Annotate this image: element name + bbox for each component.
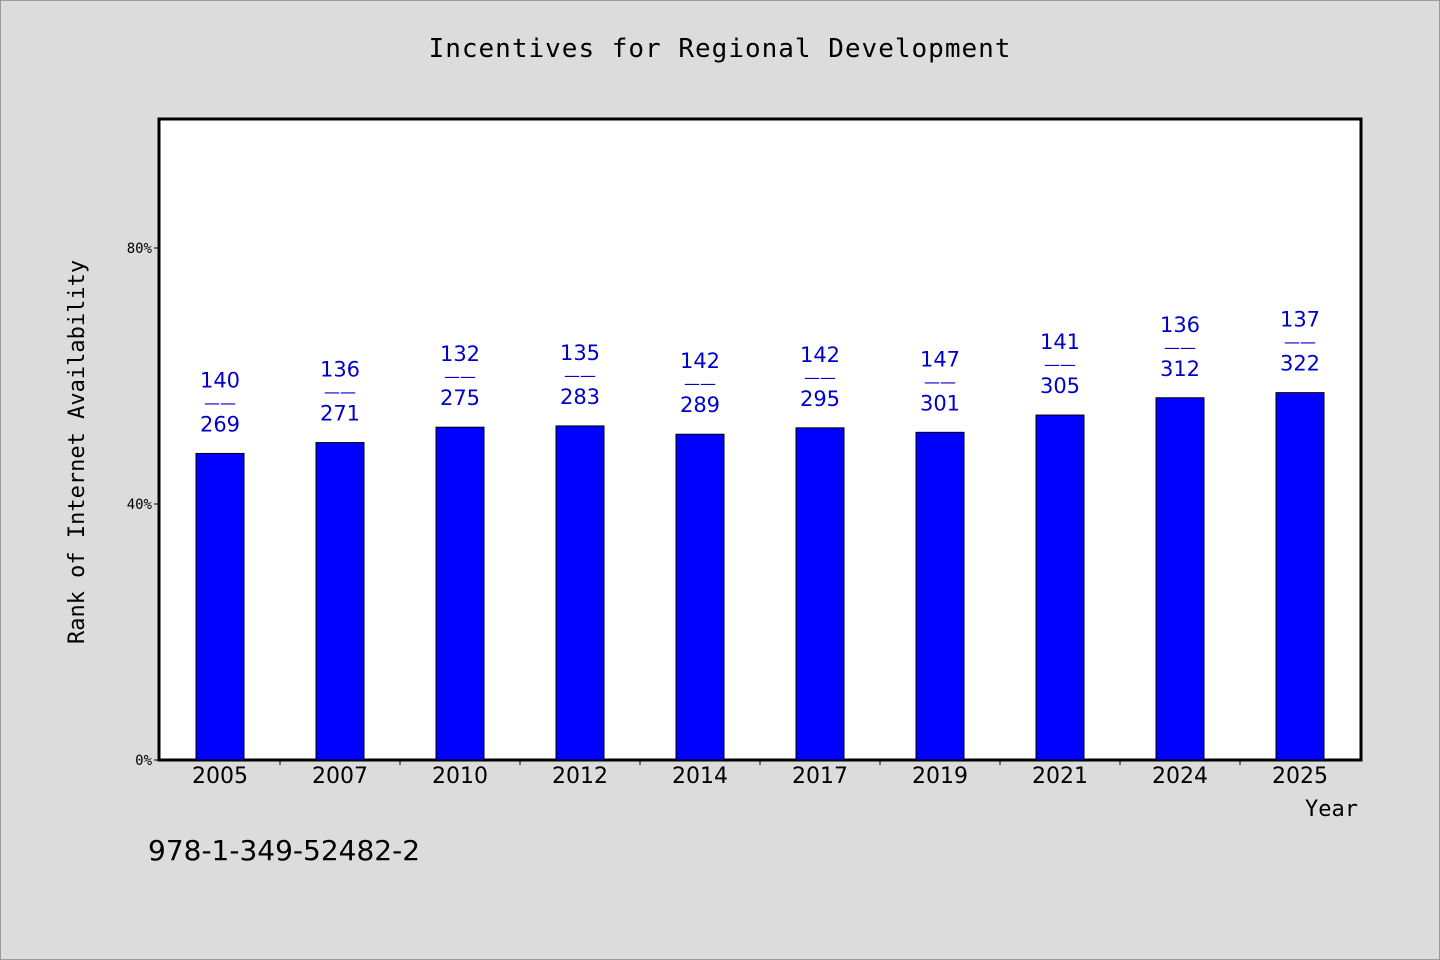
bar-label-top-2024: 136 (1160, 313, 1200, 337)
bar-label-top-2019: 147 (920, 347, 960, 371)
chart-title: Incentives for Regional Development (428, 34, 1012, 64)
bar-labels-group: 140——269136——271132——275135——283142——289… (200, 308, 1320, 437)
bar-label-top-2021: 141 (1040, 330, 1080, 354)
x-tick-label-2014: 2014 (672, 764, 728, 789)
bar-label-top-2017: 142 (800, 343, 840, 367)
bar-label-bottom-2025: 322 (1280, 352, 1320, 376)
x-tick-label-2012: 2012 (552, 764, 608, 789)
x-tick-label-2019: 2019 (912, 764, 968, 789)
bar-2012 (555, 425, 605, 761)
bar-label-sep-2021: —— (1044, 355, 1076, 374)
bar-2017 (795, 427, 845, 761)
bar-label-bottom-2012: 283 (560, 385, 600, 409)
bar-label-top-2005: 140 (200, 368, 240, 392)
x-tick-label-2010: 2010 (432, 764, 488, 789)
bar-2025 (1275, 392, 1325, 761)
bar-label-top-2025: 137 (1280, 308, 1320, 332)
bar-label-sep-2024: —— (1164, 338, 1196, 357)
x-axis-label: Year (1305, 797, 1358, 822)
bar-label-top-2007: 136 (320, 358, 360, 382)
bar-label-sep-2014: —— (684, 374, 716, 393)
y-tick-label-40: 40% (127, 497, 153, 513)
bar-label-bottom-2017: 295 (800, 387, 840, 411)
bar-2005 (195, 452, 245, 761)
bar-label-top-2010: 132 (440, 342, 480, 366)
bars-group (195, 392, 1325, 761)
bar-2019 (915, 431, 965, 761)
bar-label-top-2014: 142 (680, 349, 720, 373)
x-tick-label-2017: 2017 (792, 764, 848, 789)
bar-label-bottom-2024: 312 (1160, 357, 1200, 381)
x-tick-label-2024: 2024 (1152, 764, 1208, 789)
bar-label-bottom-2014: 289 (680, 393, 720, 417)
bar-label-sep-2007: —— (324, 383, 356, 402)
y-tick-label-80: 80% (127, 241, 153, 257)
bar-label-bottom-2019: 301 (920, 391, 960, 415)
y-axis-label: Rank of Internet Availability (65, 260, 90, 644)
bar-label-top-2012: 135 (560, 341, 600, 365)
bar-label-sep-2019: —— (924, 372, 956, 391)
bar-label-sep-2005: —— (204, 393, 236, 412)
bar-label-bottom-2007: 271 (320, 402, 360, 426)
y-tick-label-0: 0% (135, 753, 152, 769)
bar-label-sep-2025: —— (1284, 333, 1316, 352)
x-tick-label-2021: 2021 (1032, 764, 1088, 789)
bar-2010 (435, 426, 485, 761)
bar-label-sep-2017: —— (804, 368, 836, 387)
x-tick-label-2007: 2007 (312, 764, 368, 789)
x-tick-label-2005: 2005 (192, 764, 248, 789)
x-tick-label-2025: 2025 (1272, 764, 1328, 789)
isbn-text: 978-1-349-52482-2 (148, 834, 421, 867)
axis-ticks-group: 2005 2007 2010 2012 2014 2017 2019 2021 2024 2025… (127, 241, 1328, 789)
bar-2024 (1155, 397, 1205, 761)
bar-label-bottom-2005: 269 (200, 412, 240, 436)
bar-label-sep-2012: —— (564, 366, 596, 385)
bar-2014 (675, 433, 725, 761)
bar-label-bottom-2021: 305 (1040, 374, 1080, 398)
bar-2021 (1035, 414, 1085, 761)
bar-2007 (315, 442, 365, 761)
bar-label-sep-2010: —— (444, 367, 476, 386)
bar-label-bottom-2010: 275 (440, 386, 480, 410)
